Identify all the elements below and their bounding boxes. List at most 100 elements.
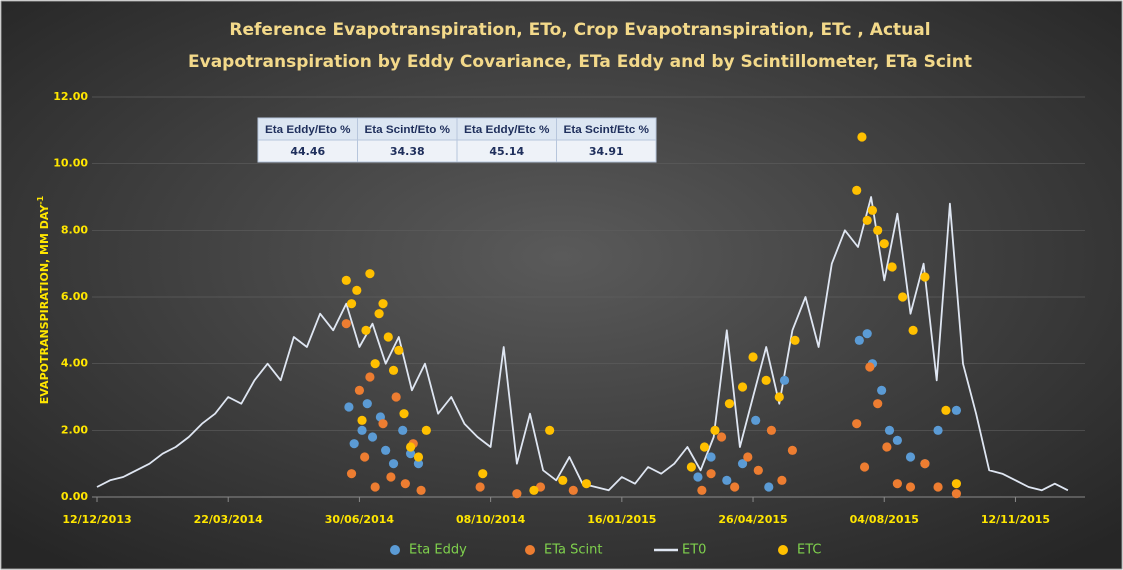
scatter-point	[360, 452, 370, 462]
x-tick-label: 08/10/2014	[456, 513, 526, 526]
scatter-point	[413, 459, 424, 469]
scatter-point	[933, 425, 943, 435]
legend-label: Eta Eddy	[409, 543, 467, 558]
scatter-point	[370, 482, 380, 492]
scatter-point	[933, 482, 943, 492]
table-header: Eta Scint/Eto %	[365, 124, 451, 136]
scatter-point	[941, 405, 951, 415]
table-value: 44.46	[290, 145, 325, 158]
chart-title: Reference Evapotranspiration, ETo, Crop …	[229, 20, 930, 40]
scatter-point	[399, 409, 409, 419]
scatter-point	[370, 359, 380, 369]
scatter-point	[381, 445, 391, 455]
scatter-point	[378, 419, 388, 429]
x-tick-label: 30/06/2014	[325, 513, 395, 526]
table-header: Eta Scint/Etc %	[564, 124, 650, 136]
scatter-point	[787, 445, 798, 455]
legend-label: ETa Scint	[544, 543, 602, 558]
scatter-point	[779, 375, 790, 385]
plot-area	[96, 132, 1069, 499]
legend-label: ETC	[797, 543, 821, 558]
scatter-point	[405, 442, 416, 452]
scatter-point	[790, 335, 800, 345]
scatter-point	[362, 399, 372, 409]
scatter-point	[352, 285, 362, 295]
scatter-point	[421, 425, 431, 435]
scatter-point	[398, 425, 408, 435]
scatter-point	[693, 472, 703, 482]
scatter-point	[697, 485, 707, 495]
y-axis-label: EVAPOTRANSPIRATION, MM DAY-1	[36, 195, 52, 404]
scatter-point	[357, 425, 367, 435]
scatter-point	[388, 459, 399, 469]
scatter-point	[378, 299, 388, 309]
scatter-point	[898, 292, 908, 302]
scatter-point	[730, 482, 740, 492]
scatter-point	[920, 459, 930, 469]
scatter-point	[753, 465, 763, 475]
scatter-point	[357, 415, 367, 425]
scatter-point	[475, 482, 485, 492]
scatter-point	[951, 405, 962, 415]
scatter-point	[341, 319, 351, 329]
scatter-point	[568, 485, 578, 495]
grid: 0.00 2.00 4.00 6.00 8.00 10.00 12.00 12/12/2013…	[53, 90, 1085, 526]
table-value: 34.91	[589, 145, 624, 158]
scatter-point	[852, 185, 862, 195]
legend-swatch	[525, 545, 535, 555]
y-tick-label: 2.00	[61, 423, 88, 436]
scatter-point	[405, 449, 416, 459]
y-axis-label-superscript: -1	[36, 195, 45, 204]
scatter-point	[710, 425, 720, 435]
scatter-point	[383, 332, 393, 342]
scatter-point	[512, 489, 522, 499]
x-tick-label: 12/11/2015	[981, 513, 1050, 526]
y-tick-label: 8.00	[61, 223, 88, 236]
y-tick-label: 6.00	[61, 290, 88, 303]
scatter-point	[884, 425, 895, 435]
scatter-point	[346, 299, 357, 309]
scatter-point	[887, 262, 897, 272]
y-tick-label: 12.00	[53, 90, 88, 103]
summary-table: Eta Eddy/Eto % 44.46 Eta Scint/Eto % 34.38 E…	[257, 117, 657, 163]
scatter-point	[743, 452, 753, 462]
y-axis-label-text: EVAPOTRANSPIRATION, MM DAY	[38, 204, 51, 405]
scatter-point	[764, 482, 774, 492]
scatter-point	[951, 479, 962, 489]
table-header: Eta Eddy/Eto %	[265, 124, 351, 136]
scatter-point	[388, 365, 399, 375]
x-tick-label: 12/12/2013	[62, 513, 131, 526]
scatter-point	[581, 479, 592, 489]
y-tick-label: 10.00	[53, 157, 88, 170]
scatter-point	[873, 225, 883, 235]
x-tick-label: 22/03/2014	[194, 513, 264, 526]
scatter-point	[478, 469, 488, 479]
scatter-point	[877, 385, 887, 395]
scatter-point	[882, 442, 892, 452]
table-header: Eta Eddy/Etc %	[464, 124, 550, 136]
scatter-point	[761, 375, 771, 385]
scatter-point	[854, 335, 864, 345]
legend: Eta Eddy ETa Scint ET0 ETC	[390, 543, 821, 558]
scatter-point	[344, 402, 354, 412]
scatter-point	[374, 309, 384, 319]
scatter-point	[716, 432, 727, 442]
scatter-point	[951, 489, 962, 499]
scatter-point	[774, 392, 784, 402]
scatter-point	[908, 325, 918, 335]
scatter-point	[545, 425, 555, 435]
scatter-point	[905, 482, 916, 492]
scatter-point	[777, 475, 787, 485]
scatter-point	[862, 329, 872, 339]
scatter-point	[892, 435, 902, 445]
scatter-point	[391, 392, 401, 402]
scatter-point	[386, 472, 396, 482]
y-tick-label: 4.00	[61, 357, 88, 370]
scatter-point	[346, 469, 357, 479]
chart-title: Evapotranspiration by Eddy Covariance, E…	[188, 52, 972, 72]
scatter-point	[400, 479, 410, 489]
scatter-point	[361, 325, 371, 335]
scatter-point	[892, 479, 902, 489]
